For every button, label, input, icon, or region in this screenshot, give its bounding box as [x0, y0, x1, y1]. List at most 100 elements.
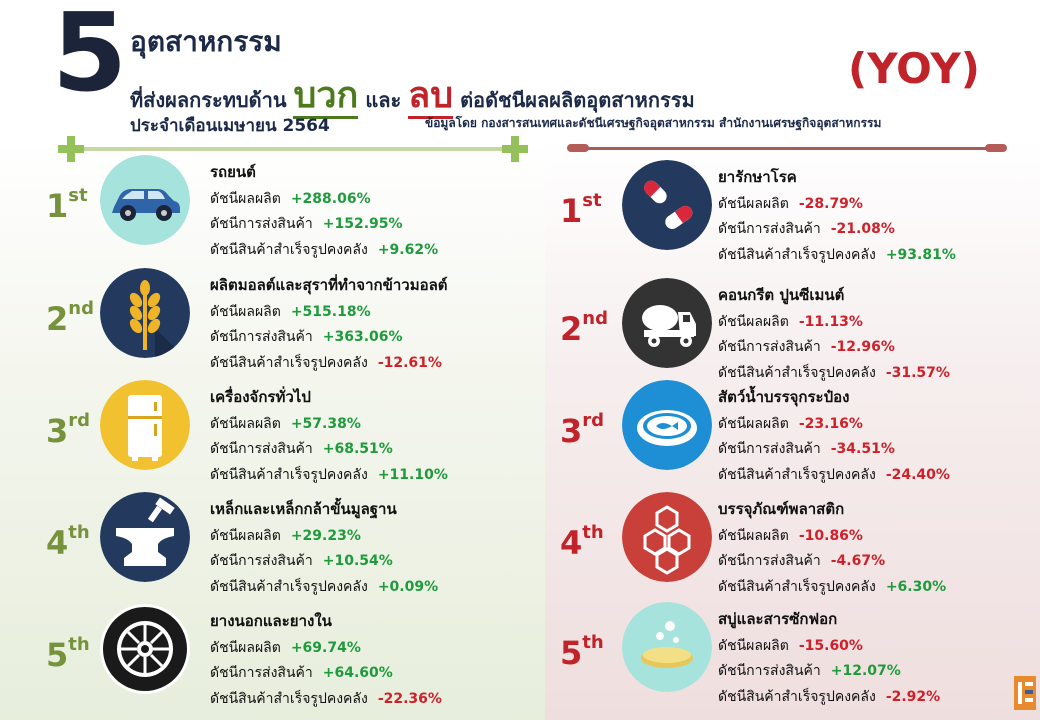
industry-name: ยารักษาโรค: [718, 168, 797, 186]
index-stat: ดัชนีผลผลิต -10.86%: [718, 525, 863, 547]
title-line-2: ที่ส่งผลกระทบด้าน บวก และ ลบ ต่อดัชนีผลผ…: [130, 66, 695, 123]
stat-value: -12.61%: [377, 355, 442, 371]
rank-label: 3rd: [46, 410, 90, 450]
logo: [1012, 670, 1040, 720]
stat-label: ดัชนีสินค้าสำเร็จรูปคงคลัง: [210, 467, 368, 483]
stat-label: ดัชนีการส่งสินค้า: [210, 216, 313, 232]
positive-divider: [75, 147, 525, 151]
stat-value: -15.60%: [798, 638, 863, 654]
plus-icon: [502, 136, 528, 162]
industry-name: สบู่และสารซักฟอก: [718, 610, 838, 628]
minus-icon: [985, 144, 1007, 152]
soap-icon: [622, 602, 712, 692]
stat-label: ดัชนีผลผลิต: [718, 528, 789, 544]
stat-label: ดัชนีสินค้าสำเร็จรูปคงคลัง: [718, 689, 876, 705]
canned-fish-icon: [622, 380, 712, 470]
index-stat: ดัชนีผลผลิต -23.16%: [718, 413, 863, 435]
index-stat: ดัชนีผลผลิต -28.79%: [718, 193, 863, 215]
industry-name: เครื่องจักรทั่วไป: [210, 388, 311, 406]
rank-label: 2nd: [560, 308, 608, 348]
stat-label: ดัชนีผลผลิต: [210, 191, 281, 207]
rank-number: 5: [46, 636, 69, 674]
stat-value: +11.10%: [377, 467, 448, 483]
stat-label: ดัชนีการส่งสินค้า: [210, 441, 313, 457]
anvil-icon: [100, 492, 190, 582]
index-stat: ดัชนีการส่งสินค้า -4.67%: [718, 550, 885, 572]
page-title: อุตสาหกรรม: [130, 25, 282, 58]
index-stat: ดัชนีการส่งสินค้า +68.51%: [210, 438, 393, 460]
rank-number: 1: [560, 192, 583, 230]
stat-value: -22.36%: [377, 691, 442, 707]
rank-label: 3rd: [560, 410, 605, 450]
rank-number: 3: [46, 412, 69, 450]
stat-value: +515.18%: [290, 304, 371, 320]
industry-name: รถยนต์: [210, 163, 256, 181]
stat-label: ดัชนีผลผลิต: [210, 640, 281, 656]
title-suffix: ต่อดัชนีผลผลิตอุตสาหกรรม: [460, 88, 695, 112]
rank-number: 2: [560, 310, 583, 348]
rank-suffix: st: [582, 190, 602, 211]
and-word: และ: [365, 88, 402, 112]
rank-label: 5th: [46, 634, 90, 674]
stat-label: ดัชนีสินค้าสำเร็จรูปคงคลัง: [210, 242, 368, 258]
index-stat: ดัชนีสินค้าสำเร็จรูปคงคลัง +9.62%: [210, 239, 438, 261]
rank-label: 2nd: [46, 298, 94, 338]
wheat-icon: [100, 268, 190, 358]
stat-label: ดัชนีการส่งสินค้า: [718, 221, 821, 237]
source-credit: ข้อมูลโดย กองสารสนเทศและดัชนีเศรษฐกิจอุต…: [425, 116, 882, 130]
stat-label: ดัชนีสินค้าสำเร็จรูปคงคลัง: [210, 691, 368, 707]
index-stat: ดัชนีการส่งสินค้า +10.54%: [210, 550, 393, 572]
stat-label: ดัชนีผลผลิต: [718, 416, 789, 432]
minus-icon: [567, 144, 589, 152]
plus-icon: [58, 136, 84, 162]
index-stat: ดัชนีการส่งสินค้า +64.60%: [210, 662, 393, 684]
stat-label: ดัชนีการส่งสินค้า: [210, 553, 313, 569]
index-stat: ดัชนีผลผลิต -15.60%: [718, 635, 863, 657]
stat-value: -2.92%: [885, 689, 941, 705]
stat-label: ดัชนีผลผลิต: [210, 528, 281, 544]
industry-name: สัตว์น้ำบรรจุกระป๋อง: [718, 388, 850, 406]
negative-divider: [575, 147, 1000, 150]
rank-number: 4: [46, 524, 69, 562]
index-stat: ดัชนีผลผลิต +57.38%: [210, 413, 361, 435]
yoy-badge: (YOY): [848, 44, 980, 93]
stat-label: ดัชนีการส่งสินค้า: [718, 339, 821, 355]
stat-value: +29.23%: [290, 528, 361, 544]
industry-name: เหล็กและเหล็กกล้าขั้นมูลฐาน: [210, 500, 397, 518]
index-stat: ดัชนีการส่งสินค้า +152.95%: [210, 213, 403, 235]
stat-value: +93.81%: [885, 247, 956, 263]
index-stat: ดัชนีสินค้าสำเร็จรูปคงคลัง -31.57%: [718, 362, 950, 384]
index-stat: ดัชนีผลผลิต +288.06%: [210, 188, 371, 210]
rank-label: 5th: [560, 632, 604, 672]
rank-label: 4th: [46, 522, 90, 562]
index-stat: ดัชนีการส่งสินค้า -34.51%: [718, 438, 895, 460]
stat-value: +288.06%: [290, 191, 371, 207]
stat-value: +9.62%: [377, 242, 439, 258]
positive-panel-background: [0, 140, 545, 720]
stat-label: ดัชนีผลผลิต: [718, 638, 789, 654]
stat-value: +363.06%: [322, 329, 403, 345]
rank-label: 1st: [560, 190, 602, 230]
stat-value: +69.74%: [290, 640, 361, 656]
stat-label: ดัชนีการส่งสินค้า: [210, 329, 313, 345]
index-stat: ดัชนีสินค้าสำเร็จรูปคงคลัง -2.92%: [718, 686, 940, 708]
index-stat: ดัชนีสินค้าสำเร็จรูปคงคลัง -22.36%: [210, 688, 442, 710]
stat-label: ดัชนีสินค้าสำเร็จรูปคงคลัง: [718, 247, 876, 263]
page-subtitle: ประจำเดือนเมษายน 2564: [130, 116, 330, 136]
index-stat: ดัชนีการส่งสินค้า -12.96%: [718, 336, 895, 358]
rank-number: 5: [560, 634, 583, 672]
rank-number: 2: [46, 300, 69, 338]
stat-value: -23.16%: [798, 416, 863, 432]
stat-value: -34.51%: [830, 441, 895, 457]
rank-suffix: th: [68, 522, 90, 543]
tire-icon: [100, 604, 190, 694]
rank-label: 4th: [560, 522, 604, 562]
rank-suffix: rd: [582, 410, 605, 431]
stat-label: ดัชนีการส่งสินค้า: [718, 663, 821, 679]
index-stat: ดัชนีสินค้าสำเร็จรูปคงคลัง +0.09%: [210, 576, 438, 598]
rank-suffix: th: [68, 634, 90, 655]
refrigerator-icon: [100, 380, 190, 470]
stat-label: ดัชนีสินค้าสำเร็จรูปคงคลัง: [210, 579, 368, 595]
stat-value: -12.96%: [830, 339, 895, 355]
index-stat: ดัชนีผลผลิต +515.18%: [210, 301, 371, 323]
